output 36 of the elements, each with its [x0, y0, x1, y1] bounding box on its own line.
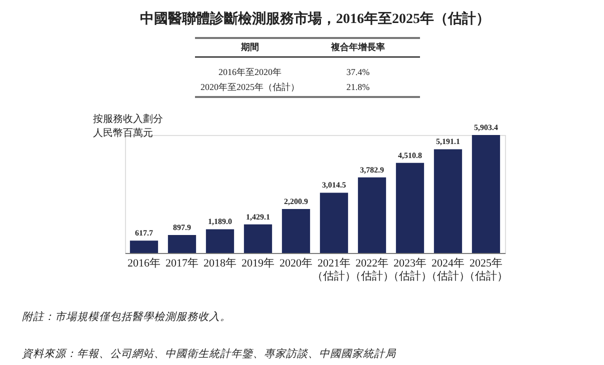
data-label: 5,903.4 [474, 123, 498, 132]
annotation: 人民幣百萬元 [93, 127, 153, 139]
x-tick-label: 2017年 [166, 258, 198, 270]
source-note: 資料來源：年報、公司網站、中國衛生統計年鑒、專家訪談、中國國家統計局 [22, 348, 397, 360]
bar [396, 162, 424, 253]
bar [130, 240, 158, 253]
chart-title: 中國醫聯體診斷檢測服務市場，2016年至2025年（估計） [140, 10, 490, 27]
data-label: 1,189.0 [208, 217, 232, 226]
text: 期間 [240, 42, 259, 52]
x-tick-label: 2020年 [280, 258, 312, 270]
data-label: 897.9 [173, 223, 191, 232]
text: 21.8% [346, 82, 370, 92]
text: 2016年至2020年 [218, 67, 282, 77]
text: 複合年增長率 [330, 42, 385, 52]
bar [320, 192, 348, 253]
data-label: 2,200.9 [284, 197, 308, 206]
bar [282, 209, 310, 253]
text: 2020年至2025年（估計） [200, 82, 300, 92]
data-label: 1,429.1 [246, 212, 270, 222]
data-label: 617.7 [135, 228, 153, 238]
text: 附註：市場規模僅包括醫學檢測服務收入。 [22, 311, 231, 323]
x-tick-label: 2018年 [204, 258, 236, 270]
y-axis-title: 按服務收入劃分 [93, 113, 163, 125]
data-label: 3,014.5 [322, 180, 346, 190]
x-tick-label: 2019年 [242, 258, 274, 270]
bar [472, 135, 500, 253]
data-label: 4,510.8 [398, 150, 422, 160]
bar [168, 235, 196, 253]
bar [434, 149, 462, 253]
bar [244, 224, 272, 253]
data-label: 3,782.9 [360, 165, 384, 174]
bar [206, 229, 234, 253]
text: 37.4% [346, 67, 370, 77]
x-tick-label: 2016年 [128, 258, 160, 270]
bar [358, 177, 386, 253]
data-label: 5,191.1 [436, 137, 460, 146]
